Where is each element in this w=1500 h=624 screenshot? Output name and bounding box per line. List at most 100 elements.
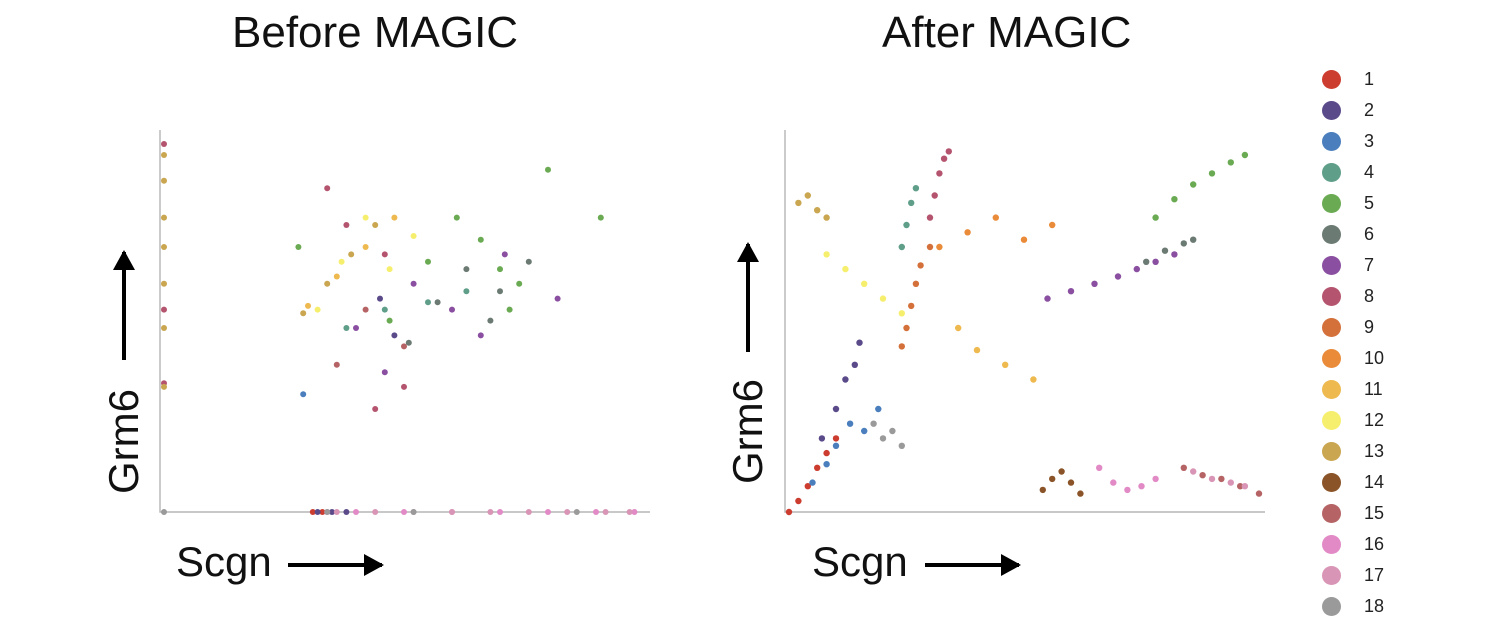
data-point-cluster-1 [795, 497, 802, 505]
data-point-cluster-13 [161, 244, 167, 250]
data-point-cluster-3 [846, 420, 854, 427]
data-point-cluster-7 [353, 325, 359, 331]
data-point-cluster-16 [1096, 464, 1103, 471]
data-point-cluster-12 [362, 214, 369, 221]
data-point-cluster-2 [391, 332, 398, 339]
data-point-cluster-3 [823, 461, 830, 468]
data-point-cluster-9 [926, 243, 934, 251]
data-point-cluster-1 [785, 508, 793, 516]
legend-swatch-2 [1322, 101, 1341, 120]
legend-swatch-13 [1322, 442, 1341, 461]
data-point-cluster-11 [1030, 376, 1037, 383]
data-point-cluster-5 [295, 244, 302, 250]
data-point-cluster-5 [1152, 214, 1159, 221]
data-point-cluster-8 [161, 141, 167, 147]
data-point-cluster-13 [161, 177, 167, 184]
data-point-cluster-8 [161, 306, 167, 313]
arrow-right-icon [925, 554, 1021, 576]
data-point-cluster-11 [391, 214, 398, 221]
legend-item-5: 5 [1314, 188, 1434, 219]
data-point-cluster-5 [1241, 151, 1249, 159]
data-point-cluster-5 [516, 280, 523, 287]
data-point-cluster-13 [804, 192, 811, 199]
data-point-cluster-14 [1067, 479, 1075, 486]
data-point-cluster-8 [343, 222, 350, 228]
legend-label: 15 [1364, 503, 1385, 523]
data-point-cluster-16 [1138, 483, 1145, 490]
axis-lines [784, 130, 1265, 513]
data-point-cluster-5 [497, 266, 503, 273]
legend-swatch-14 [1322, 473, 1341, 492]
data-point-cluster-7 [1067, 288, 1075, 295]
legend-item-9: 9 [1314, 312, 1434, 343]
legend-item-18: 18 [1314, 591, 1434, 622]
data-point-cluster-13 [300, 310, 307, 317]
legend-label: 6 [1364, 224, 1375, 244]
data-point-cluster-12 [314, 306, 321, 313]
legend-label: 11 [1364, 379, 1383, 399]
data-point-cluster-4 [908, 199, 915, 207]
data-point-cluster-1 [319, 509, 326, 515]
chart-title-after: After MAGIC [882, 8, 1132, 57]
legend-label: 10 [1364, 348, 1385, 368]
legend-item-15: 15 [1314, 498, 1434, 529]
data-point-cluster-6 [463, 266, 470, 273]
data-point-cluster-3 [832, 442, 840, 449]
data-point-cluster-18 [870, 420, 877, 427]
data-point-cluster-9 [908, 302, 915, 310]
data-point-cluster-8 [324, 185, 331, 192]
data-point-cluster-6 [1190, 236, 1197, 243]
data-point-cluster-12 [861, 280, 868, 287]
data-point-cluster-10 [992, 214, 999, 221]
data-point-cluster-4 [898, 243, 905, 251]
data-point-cluster-14 [1049, 475, 1056, 483]
data-point-cluster-13 [161, 152, 167, 158]
legend-item-12: 12 [1314, 405, 1434, 436]
cluster-legend: 1 2 3 4 5 6 7 8 9 10 11 12 13 14 15 16 17 18 [1314, 64, 1434, 622]
data-point-cluster-17 [487, 509, 494, 515]
data-point-cluster-17 [449, 509, 455, 515]
data-point-cluster-12 [823, 251, 830, 258]
data-point-cluster-7 [449, 306, 455, 313]
legend-label: 1 [1364, 69, 1375, 89]
data-point-cluster-7 [1044, 295, 1051, 302]
data-point-cluster-11 [1002, 361, 1009, 368]
data-point-cluster-7 [1091, 280, 1098, 287]
x-axis-label-before: Scgn [176, 538, 272, 585]
legend-label: 9 [1364, 317, 1375, 337]
data-point-cluster-15 [1218, 475, 1225, 483]
data-point-cluster-11 [362, 244, 369, 250]
data-point-cluster-13 [161, 214, 167, 221]
data-point-cluster-6 [525, 258, 532, 265]
legend-swatch-8 [1322, 287, 1341, 306]
data-point-cluster-17 [1227, 479, 1234, 486]
data-point-cluster-1 [814, 464, 821, 471]
legend-item-10: 10 [1314, 343, 1434, 374]
data-point-cluster-11 [305, 302, 311, 309]
data-point-cluster-14 [1077, 490, 1084, 497]
legend-swatch-11 [1322, 380, 1341, 399]
data-point-cluster-6 [405, 339, 412, 346]
data-point-cluster-5 [506, 306, 513, 313]
data-point-cluster-5 [1171, 196, 1178, 203]
data-point-cluster-6 [434, 299, 441, 306]
data-point-cluster-13 [161, 383, 167, 390]
data-point-cluster-12 [410, 233, 417, 239]
data-point-cluster-18 [879, 435, 887, 442]
data-point-cluster-7 [501, 251, 508, 258]
data-point-cluster-4 [343, 325, 350, 331]
data-point-cluster-10 [1020, 236, 1028, 243]
arrow-up-icon [737, 242, 759, 352]
data-point-cluster-17 [1241, 483, 1249, 490]
legend-item-11: 11 [1314, 374, 1434, 405]
legend-label: 13 [1364, 441, 1385, 461]
data-point-cluster-5 [1227, 159, 1234, 166]
data-point-cluster-18 [889, 427, 896, 435]
data-point-cluster-17 [564, 509, 571, 515]
legend-label: 16 [1364, 534, 1385, 554]
data-point-cluster-1 [823, 449, 830, 457]
data-point-cluster-8 [381, 251, 388, 258]
legend-label: 17 [1364, 565, 1385, 585]
data-point-cluster-15 [333, 361, 340, 368]
data-point-cluster-3 [861, 427, 868, 435]
